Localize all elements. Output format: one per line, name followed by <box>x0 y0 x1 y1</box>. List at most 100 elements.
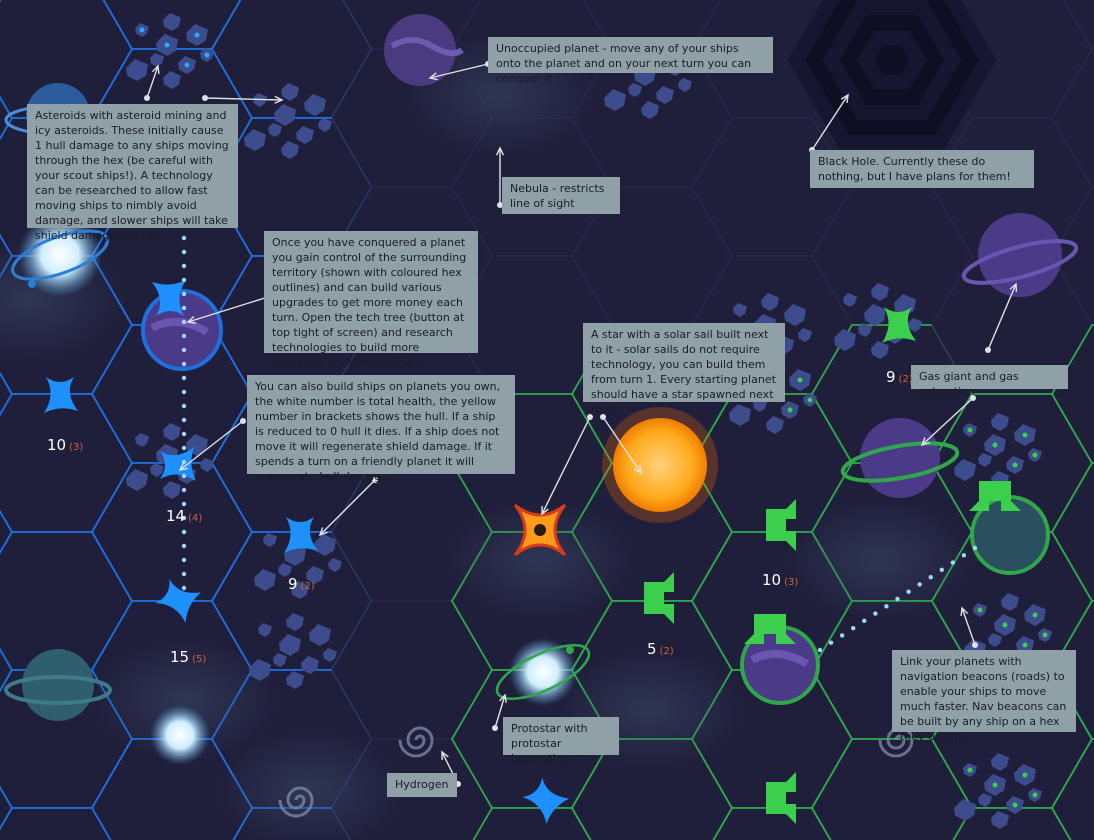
asteroid-icon <box>150 53 164 67</box>
ship-icon[interactable] <box>969 481 1021 511</box>
asteroid-icon <box>323 648 337 662</box>
ship-stat-green-3: 5 (2) <box>647 640 674 658</box>
nav-beacon-icon <box>181 249 187 255</box>
nav-beacon-icon <box>939 567 944 573</box>
asteroid-icon <box>1001 593 1019 611</box>
asteroid-icon <box>784 304 806 326</box>
protostar-icon <box>18 213 102 297</box>
nav-beacon-icon <box>181 361 187 367</box>
asteroid-icon <box>978 453 992 467</box>
nav-beacon-icon <box>181 557 187 563</box>
asteroid-icon <box>279 634 301 656</box>
nav-beacon-icon <box>181 403 187 409</box>
asteroid-icon <box>274 104 296 126</box>
nav-beacon-icon <box>181 333 187 339</box>
nav-beacon-icon <box>181 585 187 591</box>
nav-beacon-icon <box>181 529 187 535</box>
asteroid-icon <box>678 78 692 92</box>
nav-beacon-icon <box>181 235 187 241</box>
nav-beacon-icon <box>181 375 187 381</box>
ship-icon[interactable] <box>744 614 796 644</box>
annotation-arrow <box>494 694 506 729</box>
ship-icon[interactable] <box>154 575 202 623</box>
annotation-arrow <box>429 63 489 79</box>
nav-beacon-icon <box>828 640 834 645</box>
ship-icon[interactable] <box>882 307 916 343</box>
annotation-arrow <box>146 65 159 99</box>
ship-icon[interactable] <box>766 772 796 824</box>
asteroid-icon <box>281 141 299 159</box>
nav-beacon-icon <box>181 389 187 395</box>
ship-icon[interactable] <box>644 572 674 624</box>
hex-tile <box>472 807 592 840</box>
nebula-icon <box>90 640 280 760</box>
annotation-arrow <box>319 479 376 536</box>
asteroid-icon <box>628 83 642 97</box>
annotation-arrow <box>811 94 849 151</box>
asteroid-icon <box>314 534 336 556</box>
planet-icon <box>22 649 94 721</box>
asteroid-icon <box>254 569 276 591</box>
annotation-arrow <box>179 420 244 471</box>
hex-tile <box>0 807 112 840</box>
ship-icon[interactable] <box>284 517 318 553</box>
nav-beacon-icon <box>895 596 900 602</box>
ship-icon[interactable] <box>521 775 570 825</box>
asteroid-icon <box>281 83 299 101</box>
asteroid-icon <box>163 13 181 31</box>
ship-stat-blue-1: 10 (3) <box>47 436 84 454</box>
asteroid-icon <box>954 799 976 821</box>
ship-icon[interactable] <box>152 280 186 316</box>
asteroid-icon <box>306 566 324 584</box>
asteroid-icon <box>163 71 181 89</box>
gas-giant-icon <box>860 418 940 498</box>
asteroid-icon <box>301 656 319 674</box>
nav-beacon-icon <box>862 618 867 624</box>
nav-beacon-icon <box>181 347 187 353</box>
asteroid-icon <box>954 459 976 481</box>
nav-beacon-icon <box>917 582 922 587</box>
asteroid-icon <box>871 341 889 359</box>
asteroid-icon <box>244 129 266 151</box>
asteroid-icon <box>318 118 332 132</box>
ship-icon[interactable] <box>160 447 196 481</box>
hex-tile <box>1050 738 1094 840</box>
asteroid-icon <box>286 671 304 689</box>
ship-icon[interactable] <box>44 377 78 413</box>
nav-beacon-icon <box>873 611 878 616</box>
nav-beacon-icon <box>181 263 187 269</box>
asteroid-icon <box>798 328 812 342</box>
nav-beacon-icon <box>181 571 187 577</box>
asteroid-icon <box>296 126 314 144</box>
ship-stat-blue-3: 9 (2) <box>288 575 315 593</box>
asteroid-icon <box>908 318 922 332</box>
annotation-arrow <box>987 283 1017 351</box>
ship-stat-blue-2: 14 (4) <box>166 507 203 525</box>
asteroid-icon <box>761 293 779 311</box>
nebula-annotation: Nebula - restricts line of sight <box>502 177 620 214</box>
asteroid-icon <box>864 304 886 326</box>
asteroid-icon <box>126 59 148 81</box>
unoccupied-planet-annotation: Unoccupied planet - move any of your shi… <box>488 37 773 85</box>
solar-sail-annotation: A star with a solar sail built next to i… <box>583 323 785 416</box>
asteroid-icon <box>278 563 292 577</box>
asteroid-icon <box>200 458 214 472</box>
protostar-annotation: Protostar with protostar harvesting <box>503 717 619 765</box>
annotation-arrow <box>187 296 269 323</box>
nav-beacon-icon <box>181 277 187 283</box>
nav-beacon-icon <box>928 574 933 580</box>
asteroid-icon <box>263 533 277 547</box>
nav-beacon-icon <box>181 431 187 437</box>
ship-icon[interactable] <box>766 499 796 551</box>
nav-beacon-icon <box>181 305 187 311</box>
asteroid-icon <box>258 623 272 637</box>
nav-beacon-icon <box>839 633 845 638</box>
ship-stat-blue-4: 15 (5) <box>170 648 207 666</box>
asteroid-icon <box>163 481 181 499</box>
protostar-icon <box>509 638 577 706</box>
asteroid-icon <box>894 294 916 316</box>
nav-beacon-icon <box>950 560 956 565</box>
hydrogen-swirl-icon <box>278 786 314 818</box>
nebula-icon <box>215 730 405 840</box>
